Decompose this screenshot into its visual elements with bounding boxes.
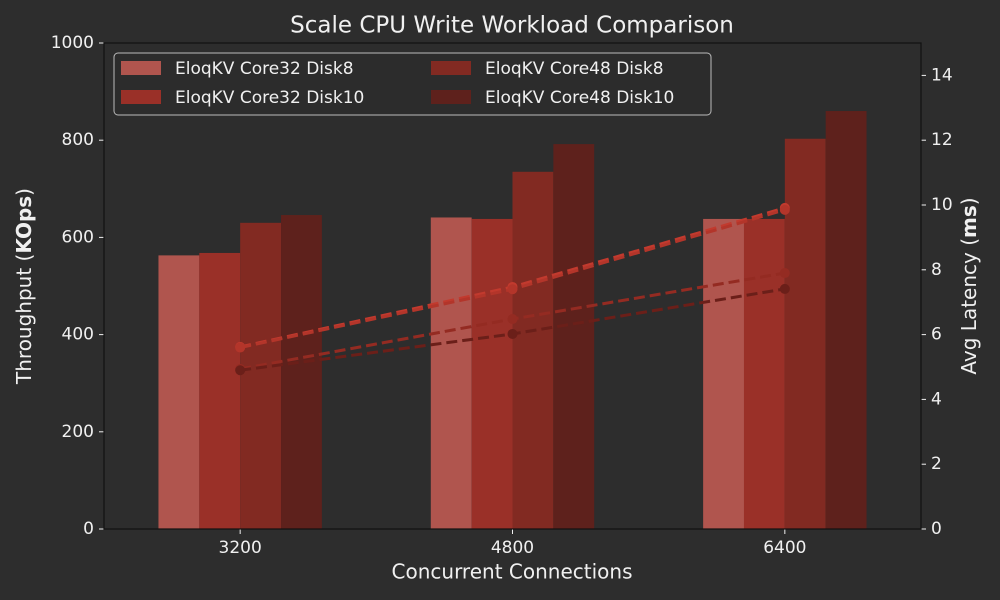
x-tick-label: 4800 [491,538,534,558]
y2-tick-label: 8 [931,260,942,280]
y-axis-label: Throughput (KOps) [12,188,36,385]
latency-marker [235,342,246,353]
x-axis-label: Concurrent Connections [392,560,633,584]
y-tick-label: 1000 [51,33,94,53]
latency-marker [779,283,790,294]
bar [784,138,826,529]
y-label-part: ) [12,188,36,196]
bar [825,111,867,529]
bar [703,218,744,529]
y-tick-label: 800 [62,130,94,150]
bar [553,144,595,529]
y2-tick-label: 6 [931,325,942,345]
chart-title: Scale CPU Write Workload Comparison [290,13,734,39]
legend-swatch [431,90,471,104]
y2-label-part: ) [957,197,981,205]
x-tick-label: 3200 [219,538,262,558]
bar [512,171,554,530]
plot-frame [103,42,922,530]
y-label-unit: KOps [12,196,36,254]
legend-swatch [431,61,471,75]
latency-marker [235,365,246,376]
legend-label: EloqKV Core48 Disk10 [485,88,674,108]
y-tick-label: 600 [62,227,94,247]
latency-marker [779,204,790,215]
y2-tick-label: 0 [931,519,942,539]
legend-swatch [121,61,161,75]
y2-label-unit: ms [957,205,981,238]
bar [199,252,241,529]
y2-tick-label: 14 [931,65,953,85]
y-tick-label: 0 [83,519,94,539]
latency-marker [779,268,790,279]
y2-tick-label: 4 [931,389,942,409]
legend-box [113,52,712,116]
bar [158,255,200,529]
y2-tick-label: 10 [931,195,953,215]
y-tick-label: 400 [62,325,94,345]
y2-tick-label: 12 [931,130,953,150]
bar [240,222,282,529]
y2-axis-label: Avg Latency (ms) [957,197,981,374]
bar [281,215,322,529]
legend-label: EloqKV Core32 Disk8 [175,59,354,79]
latency-marker [507,328,518,339]
legend-swatch [121,90,161,104]
bar [471,218,513,529]
x-tick-label: 6400 [763,538,806,558]
legend: EloqKV Core32 Disk8 EloqKV Core32 Disk10 E… [113,52,712,116]
legend-label: EloqKV Core32 Disk10 [175,88,364,108]
legend-label: EloqKV Core48 Disk8 [485,59,664,79]
latency-marker [507,314,518,325]
y-label-part: Throughput ( [12,254,36,385]
y2-tick-label: 2 [931,454,942,474]
y2-label-part: Avg Latency ( [957,238,981,375]
latency-marker [507,284,518,295]
y-tick-label: 200 [62,422,94,442]
bar [430,217,472,529]
bar [743,218,785,529]
